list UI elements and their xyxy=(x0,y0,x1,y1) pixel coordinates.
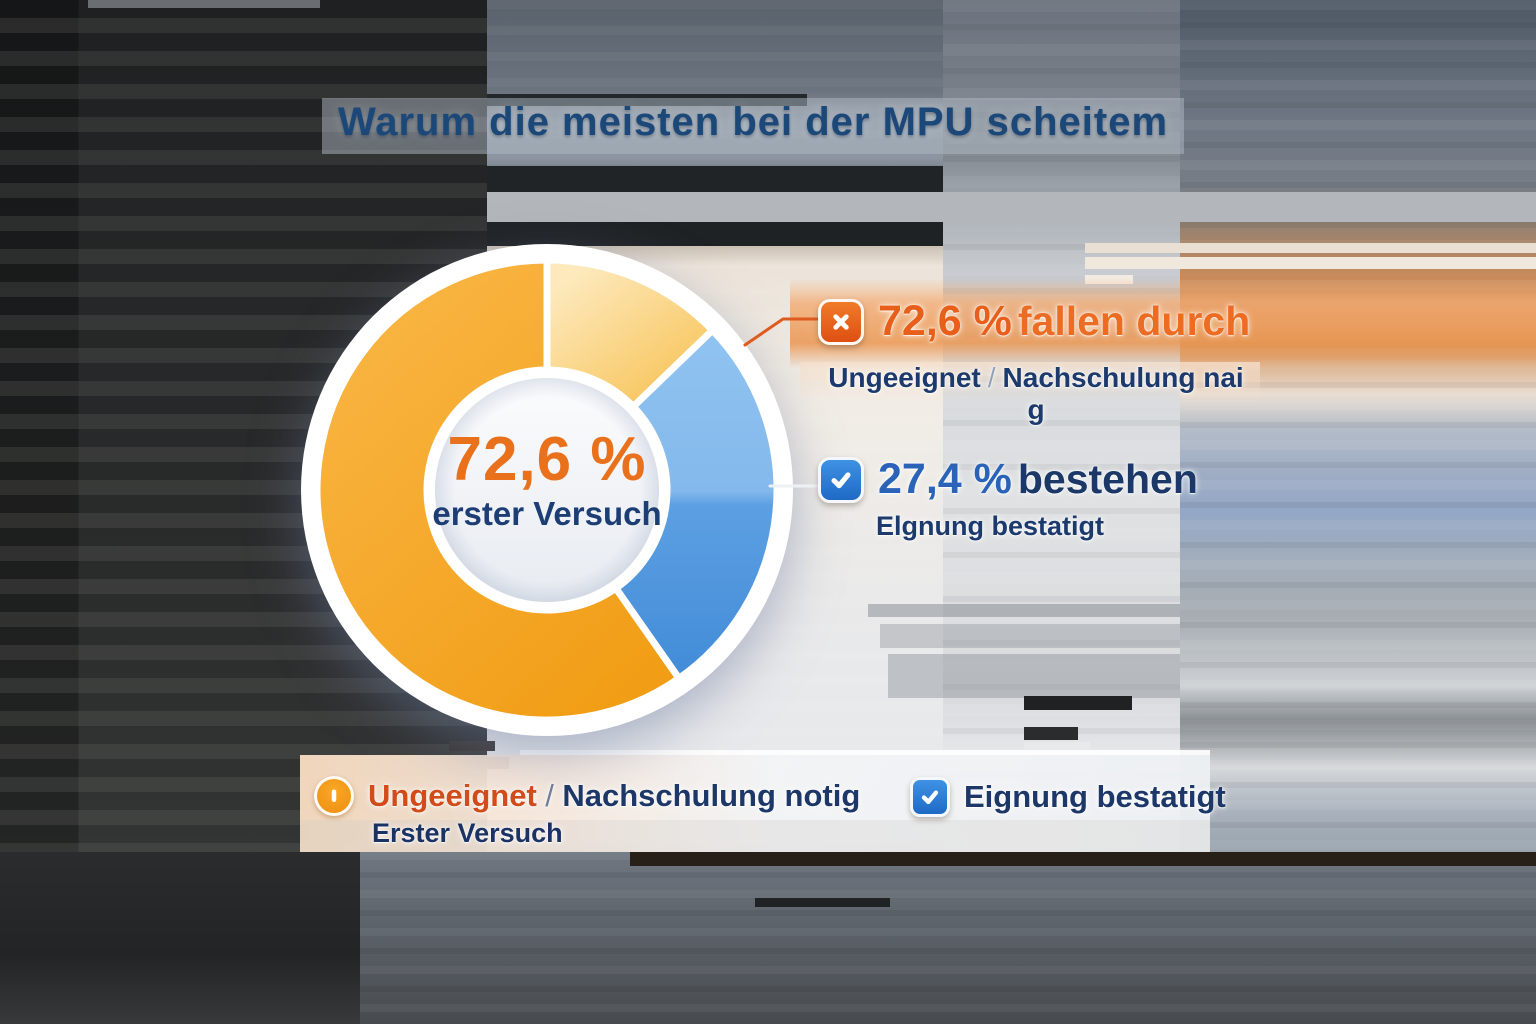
glitch-bar xyxy=(1085,243,1536,253)
glitch-bar xyxy=(1085,257,1536,269)
glitch-bar xyxy=(880,624,1180,648)
donut-segment-pass xyxy=(612,326,781,682)
glitch-bar xyxy=(300,820,1210,855)
glitch-bar xyxy=(487,222,943,246)
donut-segment-fail-main xyxy=(313,256,683,724)
fail-label: fallen durch xyxy=(1017,298,1251,344)
legend-item-fail: Ungeeignet / Nachschulung notig xyxy=(314,776,860,816)
glitch-bar xyxy=(1024,742,1090,753)
legend-fail-rest: Nachschulung notig xyxy=(562,778,861,813)
page-title: Warum die meisten bei der MPU scheitem xyxy=(337,100,1169,144)
fail-subline: Ungeeignet / Nachschulung nai g xyxy=(824,362,1248,426)
exclamation-icon xyxy=(314,776,354,816)
pass-subline: Elgnung bestatigt xyxy=(876,511,1104,541)
glitch-bar xyxy=(755,898,890,907)
donut-chart xyxy=(287,230,807,750)
glitch-bar xyxy=(1024,727,1078,740)
glitch-bar xyxy=(868,604,1180,617)
callout-fail: 72,6 % fallen durch xyxy=(818,297,1250,346)
glitch-bar xyxy=(888,654,1180,698)
donut-center-text: 72,6 % erster Versuch xyxy=(427,428,667,534)
check-icon xyxy=(910,777,950,817)
fail-sub-separator: / xyxy=(987,362,996,393)
glitch-bar-dark xyxy=(630,852,1536,866)
fail-sub-term: Ungeeignet xyxy=(828,362,981,393)
callout-pass: 27,4 % bestehen xyxy=(818,455,1198,504)
glitch-bar-white-line xyxy=(520,750,1210,755)
glitch-bar xyxy=(487,192,1536,222)
x-icon xyxy=(818,298,864,345)
glitch-bar xyxy=(322,98,1184,154)
legend-pass-label: Eignung bestatigt xyxy=(964,779,1226,814)
glitch-bar xyxy=(1024,696,1132,710)
legend-fail-separator: / xyxy=(545,778,554,813)
legend-item-pass: Eignung bestatigt xyxy=(910,777,1226,817)
glitch-bar xyxy=(88,0,320,8)
legend-fail-term: Ungeeignet xyxy=(368,778,537,813)
glitch-bar xyxy=(449,741,495,751)
glitch-bar xyxy=(800,362,1260,402)
glitch-bottom-strip-left xyxy=(0,852,360,1024)
donut-center-rim xyxy=(435,378,659,602)
pass-label: bestehen xyxy=(1017,456,1198,502)
center-label: erster Versuch xyxy=(432,495,662,532)
fail-value: 72,6 % xyxy=(878,297,1012,345)
fail-sub-rest: Nachschulung nai g xyxy=(1002,362,1244,425)
center-value: 72,6 % xyxy=(447,425,647,494)
glitch-bar xyxy=(487,166,943,192)
glitch-bar-orange-glow xyxy=(790,278,1536,368)
donut-svg xyxy=(301,244,793,736)
check-icon xyxy=(818,456,864,503)
legend-fail-subline: Erster Versuch xyxy=(372,818,563,848)
pass-value: 27,4 % xyxy=(878,455,1012,503)
legend-band xyxy=(300,755,1210,855)
